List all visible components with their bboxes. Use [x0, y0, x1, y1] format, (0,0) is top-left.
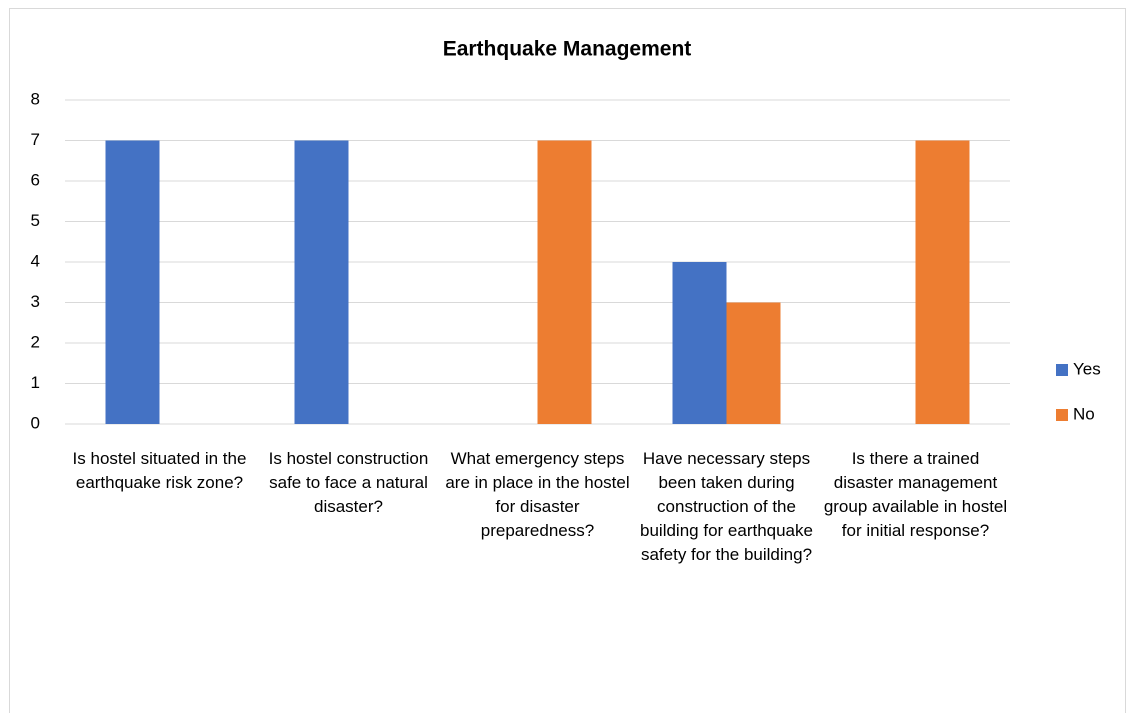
y-tick-label: 8 — [31, 89, 40, 108]
y-tick-label: 1 — [31, 373, 40, 392]
y-tick-label: 2 — [31, 332, 40, 351]
x-tick-label: Is hostel situated in the earthquake ris… — [72, 449, 247, 492]
legend-swatch — [1056, 364, 1068, 376]
chart-title: Earthquake Management — [443, 38, 692, 61]
x-tick-label: Is hostel construction safe to face a na… — [268, 449, 429, 516]
bar — [915, 140, 970, 424]
bar — [105, 140, 160, 424]
bar — [537, 140, 592, 424]
legend-label: No — [1073, 404, 1095, 423]
bar — [726, 302, 781, 424]
legend-label: Yes — [1073, 359, 1101, 378]
x-tick-label: Have necessary steps been taken during c… — [640, 449, 813, 564]
x-tick-label: Is there a trained disaster management g… — [823, 449, 1008, 540]
x-tick-label: What emergency steps are in place in the… — [445, 449, 630, 540]
y-tick-label: 3 — [31, 292, 40, 311]
legend-swatch — [1056, 409, 1068, 421]
y-tick-label: 6 — [31, 170, 40, 189]
bar — [294, 140, 349, 424]
bar — [672, 262, 727, 424]
y-tick-label: 4 — [31, 251, 40, 270]
y-tick-label: 5 — [31, 211, 40, 230]
y-tick-label: 7 — [31, 130, 40, 149]
y-tick-label: 0 — [31, 413, 40, 432]
